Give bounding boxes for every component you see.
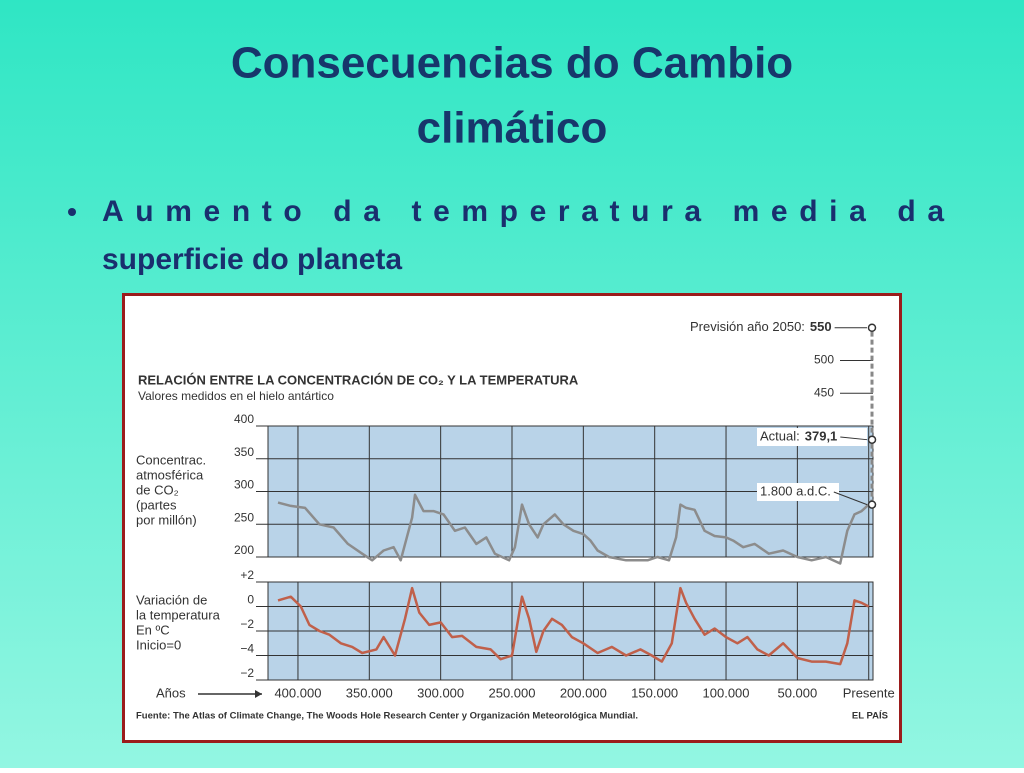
x-tick-label: 50.000	[777, 685, 817, 700]
y-axis-label: Variación de	[136, 592, 207, 607]
y-tick-label: 0	[247, 593, 254, 607]
y-tick-label: 450	[814, 385, 834, 399]
leader-line	[833, 491, 868, 506]
x-tick-label: 250.000	[488, 685, 535, 700]
y-tick-label: 300	[234, 478, 254, 492]
y-axis-label: la temperatura	[136, 607, 221, 622]
leader-line	[840, 436, 868, 441]
credit: EL PAÍS	[852, 711, 888, 722]
source: Fuente: The Atlas of Climate Change, The…	[136, 711, 638, 722]
arrow-head	[255, 690, 262, 698]
title: Consecuencias do Cambio	[231, 39, 793, 88]
y-tick-label: 400	[234, 412, 254, 426]
x-tick-label: 300.000	[417, 685, 464, 700]
data-line	[277, 493, 870, 565]
annotation-value: 379,1	[805, 428, 838, 443]
annotation-label: Previsión año 2050:	[690, 319, 805, 334]
y-axis-label: Concentrac.	[136, 452, 206, 467]
figure-heading: RELACIÓN ENTRE LA CONCENTRACIÓN DE CO₂ Y…	[138, 372, 579, 387]
y-axis-label: Inicio=0	[136, 637, 181, 652]
label-box	[757, 483, 839, 501]
y-axis-label: En ºC	[136, 622, 170, 637]
y-tick-label: −4	[240, 642, 254, 656]
data-line	[277, 586, 870, 666]
x-tick-label: Presente	[843, 685, 895, 700]
y-axis-label: (partes	[136, 497, 177, 512]
x-tick-label: 150.000	[631, 685, 678, 700]
y-tick-label: 200	[234, 543, 254, 557]
x-tick-label: 350.000	[346, 685, 393, 700]
y-axis-label: atmosférica	[136, 467, 204, 482]
bullet-text: superficie do planeta	[102, 243, 402, 276]
figure-subheading: Valores medidos en el hielo antártico	[138, 389, 334, 403]
y-tick-label: 250	[234, 510, 254, 524]
annotation-value: 550	[810, 319, 832, 334]
annotation-point	[867, 500, 877, 509]
y-tick-label: −2	[240, 666, 254, 680]
x-tick-label: 400.000	[274, 685, 321, 700]
x-tick-label: 200.000	[560, 685, 607, 700]
y-tick-label: +2	[240, 568, 254, 582]
label-box	[757, 428, 867, 446]
x-axis-label: Años	[156, 685, 186, 700]
y-tick-label: 350	[234, 445, 254, 459]
bullet-dot	[68, 208, 76, 216]
x-tick-label: 100.000	[703, 685, 750, 700]
title: climático	[417, 104, 608, 153]
y-tick-label: 500	[814, 353, 834, 367]
annotation-label: Actual:	[760, 428, 800, 443]
y-tick-label: −2	[240, 617, 254, 631]
annotation-point	[867, 323, 877, 332]
y-axis-label: por millón)	[136, 512, 197, 527]
annotation-point	[867, 435, 877, 444]
annotation-label: 1.800 a.d.C.	[760, 483, 831, 498]
y-axis-label: de CO₂	[136, 482, 179, 497]
